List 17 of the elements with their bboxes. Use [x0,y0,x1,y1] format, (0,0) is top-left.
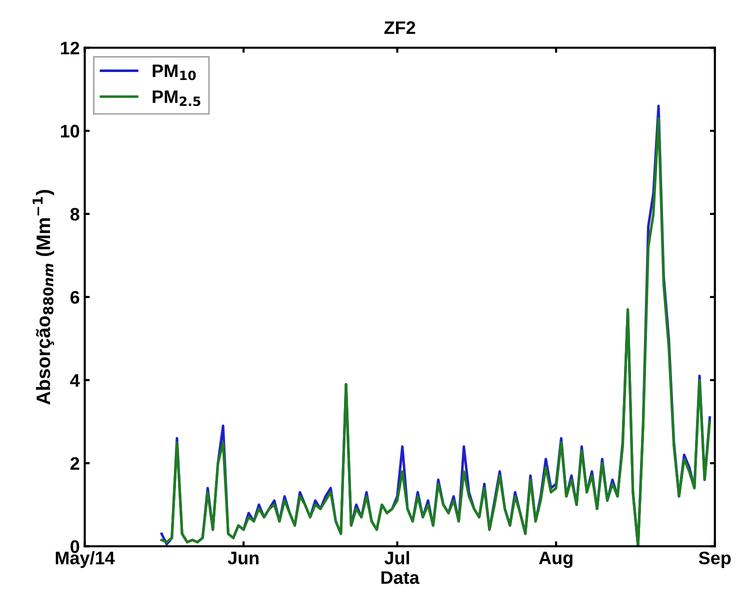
legend-label: PM$_{2.5}$ [152,90,200,106]
x-tick-label: Jul [384,551,410,564]
y-tick-label: 2 [70,457,80,470]
x-tick-label: Jun [228,552,259,564]
legend-label: PM$_{10}$ [152,64,196,80]
x-tick-label: May/14 [56,551,115,568]
y-tick-label: 8 [70,208,80,221]
x-tick-label: Sep [698,552,731,568]
y-tick-label: 4 [70,374,80,387]
x-axis-title: Data [381,571,420,584]
y-tick-label: 6 [70,290,80,304]
y-tick-label: 10 [60,124,80,138]
y-axis-title: Absorção$_{880nm}$ (Mm$^{−1}$) [32,190,54,405]
y-tick-label: 0 [70,540,80,553]
chart-title: ZF2 [384,21,416,34]
x-tick-label: Aug [538,552,572,568]
y-tick-label: 12 [60,42,80,54]
